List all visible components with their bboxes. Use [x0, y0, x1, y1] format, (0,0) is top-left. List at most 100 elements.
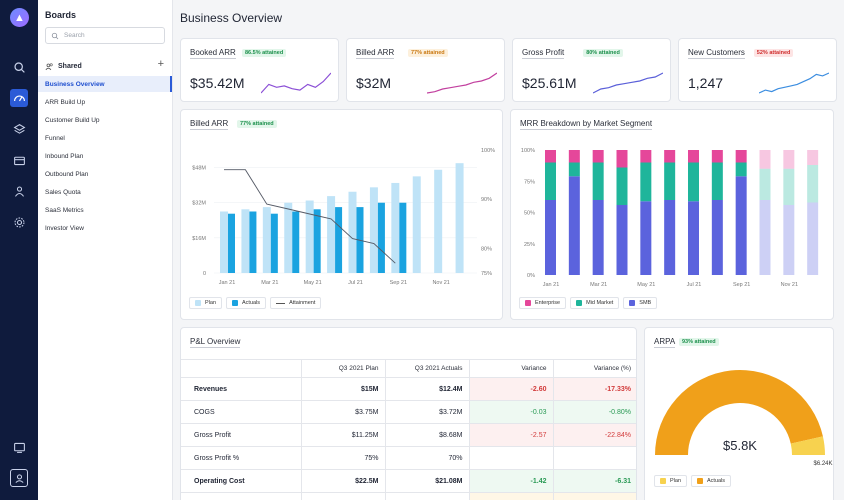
- pl-header-cell: [181, 359, 301, 378]
- user-icon[interactable]: [10, 469, 28, 487]
- sidebar-item-outbound-plan[interactable]: Outbound Plan: [45, 170, 89, 178]
- x-tick-label: Jan 21: [543, 282, 560, 288]
- wallet-icon[interactable]: [10, 151, 28, 169]
- bar-mid-market: [545, 162, 556, 200]
- search-icon[interactable]: [10, 58, 28, 76]
- bar-actual: [249, 211, 257, 273]
- pl-cell-label: EBITDA: [181, 492, 301, 500]
- pl-cell-varpct: -0.80%: [552, 400, 636, 424]
- add-board-button[interactable]: +: [157, 58, 164, 70]
- x-tick-label: Sep 21: [733, 282, 750, 288]
- pl-cell-plan: 75%: [300, 446, 385, 470]
- legend-smb[interactable]: SMB: [623, 297, 658, 309]
- legend-enterprise[interactable]: Enterprise: [519, 297, 567, 309]
- kpi-card-billed-arr[interactable]: Billed ARR 77% attained $32M: [346, 38, 505, 102]
- kpi-sparkline: [593, 72, 663, 94]
- kpi-card-gross-profit[interactable]: Gross Profit 80% attained $25.61M: [512, 38, 671, 102]
- bar-plan: [284, 202, 293, 273]
- mrr-legend: Enterprise Mid Market SMB: [519, 297, 658, 309]
- user-network-icon[interactable]: [10, 182, 28, 200]
- kpi-badge: 52% attained: [753, 49, 794, 57]
- dashboard-icon[interactable]: [10, 89, 28, 107]
- layers-icon[interactable]: [10, 120, 28, 138]
- billed-arr-chart: 0 $16M $32M $48M 75% 80% 90% 100% Jan 21 Mar 21 Ma…: [192, 148, 495, 286]
- kpi-card-new-customers[interactable]: New Customers 52% attained 1,247: [678, 38, 837, 102]
- bar-smb: [783, 205, 795, 275]
- kpi-title: Gross Profit: [522, 48, 565, 59]
- y2-tick-label: 75%: [481, 271, 492, 277]
- kpi-sparkline: [261, 72, 331, 94]
- pl-title: P&L Overview: [190, 337, 241, 348]
- bar-plan: [327, 196, 336, 273]
- pl-cell-actual: $8.68M: [384, 423, 469, 447]
- pl-cell-actual: $3.72M: [384, 400, 469, 424]
- y-tick-label: 75%: [524, 179, 535, 185]
- billed-arr-chart-card: Billed ARR 77% attained 0 $16M $32M $48M 75%…: [180, 109, 503, 320]
- sidebar-item-funnel[interactable]: Funnel: [45, 134, 65, 142]
- pl-cell-label: COGS: [181, 400, 301, 424]
- pl-cell-label: Gross Profit %: [181, 446, 301, 470]
- legend-arpa-plan[interactable]: Plan: [654, 475, 688, 487]
- users-icon: [45, 62, 53, 70]
- kpi-title: Booked ARR: [190, 48, 236, 59]
- billed-arr-chart-title: Billed ARR: [190, 119, 229, 130]
- sparkline-line: [427, 72, 497, 94]
- arpa-title: ARPA: [654, 337, 676, 348]
- pl-cell-var: [468, 446, 553, 470]
- sidebar-item-customer-build-up[interactable]: Customer Build Up: [45, 116, 100, 124]
- monitor-icon[interactable]: [10, 438, 28, 456]
- sidebar-item-investor-view[interactable]: Investor View: [45, 224, 84, 232]
- bar-actual: [270, 213, 278, 273]
- legend-actuals[interactable]: Actuals: [226, 297, 267, 309]
- pl-cell-varpct: -6.31: [552, 469, 636, 493]
- kpi-value: $25.61M: [522, 75, 577, 91]
- pl-cell-label: Operating Cost: [181, 469, 301, 493]
- gear-icon[interactable]: [10, 213, 28, 231]
- kpi-card-booked-arr[interactable]: Booked ARR 86.5% attained $35.42M: [180, 38, 339, 102]
- bar-smb: [688, 201, 699, 275]
- arpa-legend: Plan Actuals: [654, 475, 732, 487]
- legend-attainment[interactable]: Attainment: [270, 297, 322, 309]
- pl-table: Q3 2021 Plan Q3 2021 Actuals Variance Varia…: [181, 359, 636, 500]
- bar-actual: [228, 213, 235, 273]
- search-box[interactable]: [45, 27, 165, 44]
- bar-smb: [616, 205, 628, 275]
- sidebar-item-inbound-plan[interactable]: Inbound Plan: [45, 152, 84, 160]
- attainment-line: [224, 169, 396, 264]
- app-logo-icon[interactable]: ▲: [10, 8, 29, 27]
- sparkline-line: [261, 72, 331, 94]
- sidebar-item-sales-quota[interactable]: Sales Quota: [45, 188, 81, 196]
- bar-plan: [434, 169, 443, 273]
- y-tick-label: 50%: [524, 211, 535, 217]
- bar-plan: [348, 191, 357, 273]
- kpi-badge: 80% attained: [583, 49, 623, 57]
- shared-group-header[interactable]: Shared +: [45, 58, 169, 72]
- sidebar-item-business-overview[interactable]: Business Overview: [38, 76, 172, 92]
- bar-plan: [412, 176, 421, 273]
- bar-actual: [292, 211, 300, 273]
- bar-plan: [220, 211, 228, 273]
- bar-plan: [305, 200, 314, 273]
- mrr-breakdown-chart: 0% 25% 50% 75% 100% Jan 21 Mar 21 May 21 Jul 21 S…: [521, 148, 819, 288]
- legend-arpa-actuals[interactable]: Actuals: [691, 475, 732, 487]
- legend-mid-market[interactable]: Mid Market: [570, 297, 620, 309]
- search-input[interactable]: [64, 32, 159, 39]
- bar-smb: [568, 176, 580, 275]
- legend-plan[interactable]: Plan: [189, 297, 223, 309]
- bar-enterprise: [664, 150, 676, 163]
- bar-enterprise: [568, 150, 580, 163]
- bar-enterprise: [807, 150, 819, 165]
- sidebar-title: Boards: [45, 10, 77, 20]
- y-tick-label: 0%: [527, 273, 535, 279]
- pl-cell-actual: $12.4M: [384, 377, 469, 401]
- sidebar-item-saas-metrics[interactable]: SaaS Metrics: [45, 206, 84, 214]
- pl-cell-var: -0.03: [468, 400, 553, 424]
- x-tick-label: May 21: [637, 282, 655, 288]
- y2-tick-label: 90%: [481, 197, 492, 203]
- sidebar-item-arr-build-up[interactable]: ARR Build Up: [45, 98, 86, 106]
- bar-enterprise: [640, 150, 652, 163]
- boards-sidebar: Boards Shared + Business Overview ARR Bui…: [38, 0, 173, 500]
- bar-enterprise: [735, 150, 747, 163]
- bar-actual: [313, 209, 321, 273]
- bar-smb: [807, 202, 819, 275]
